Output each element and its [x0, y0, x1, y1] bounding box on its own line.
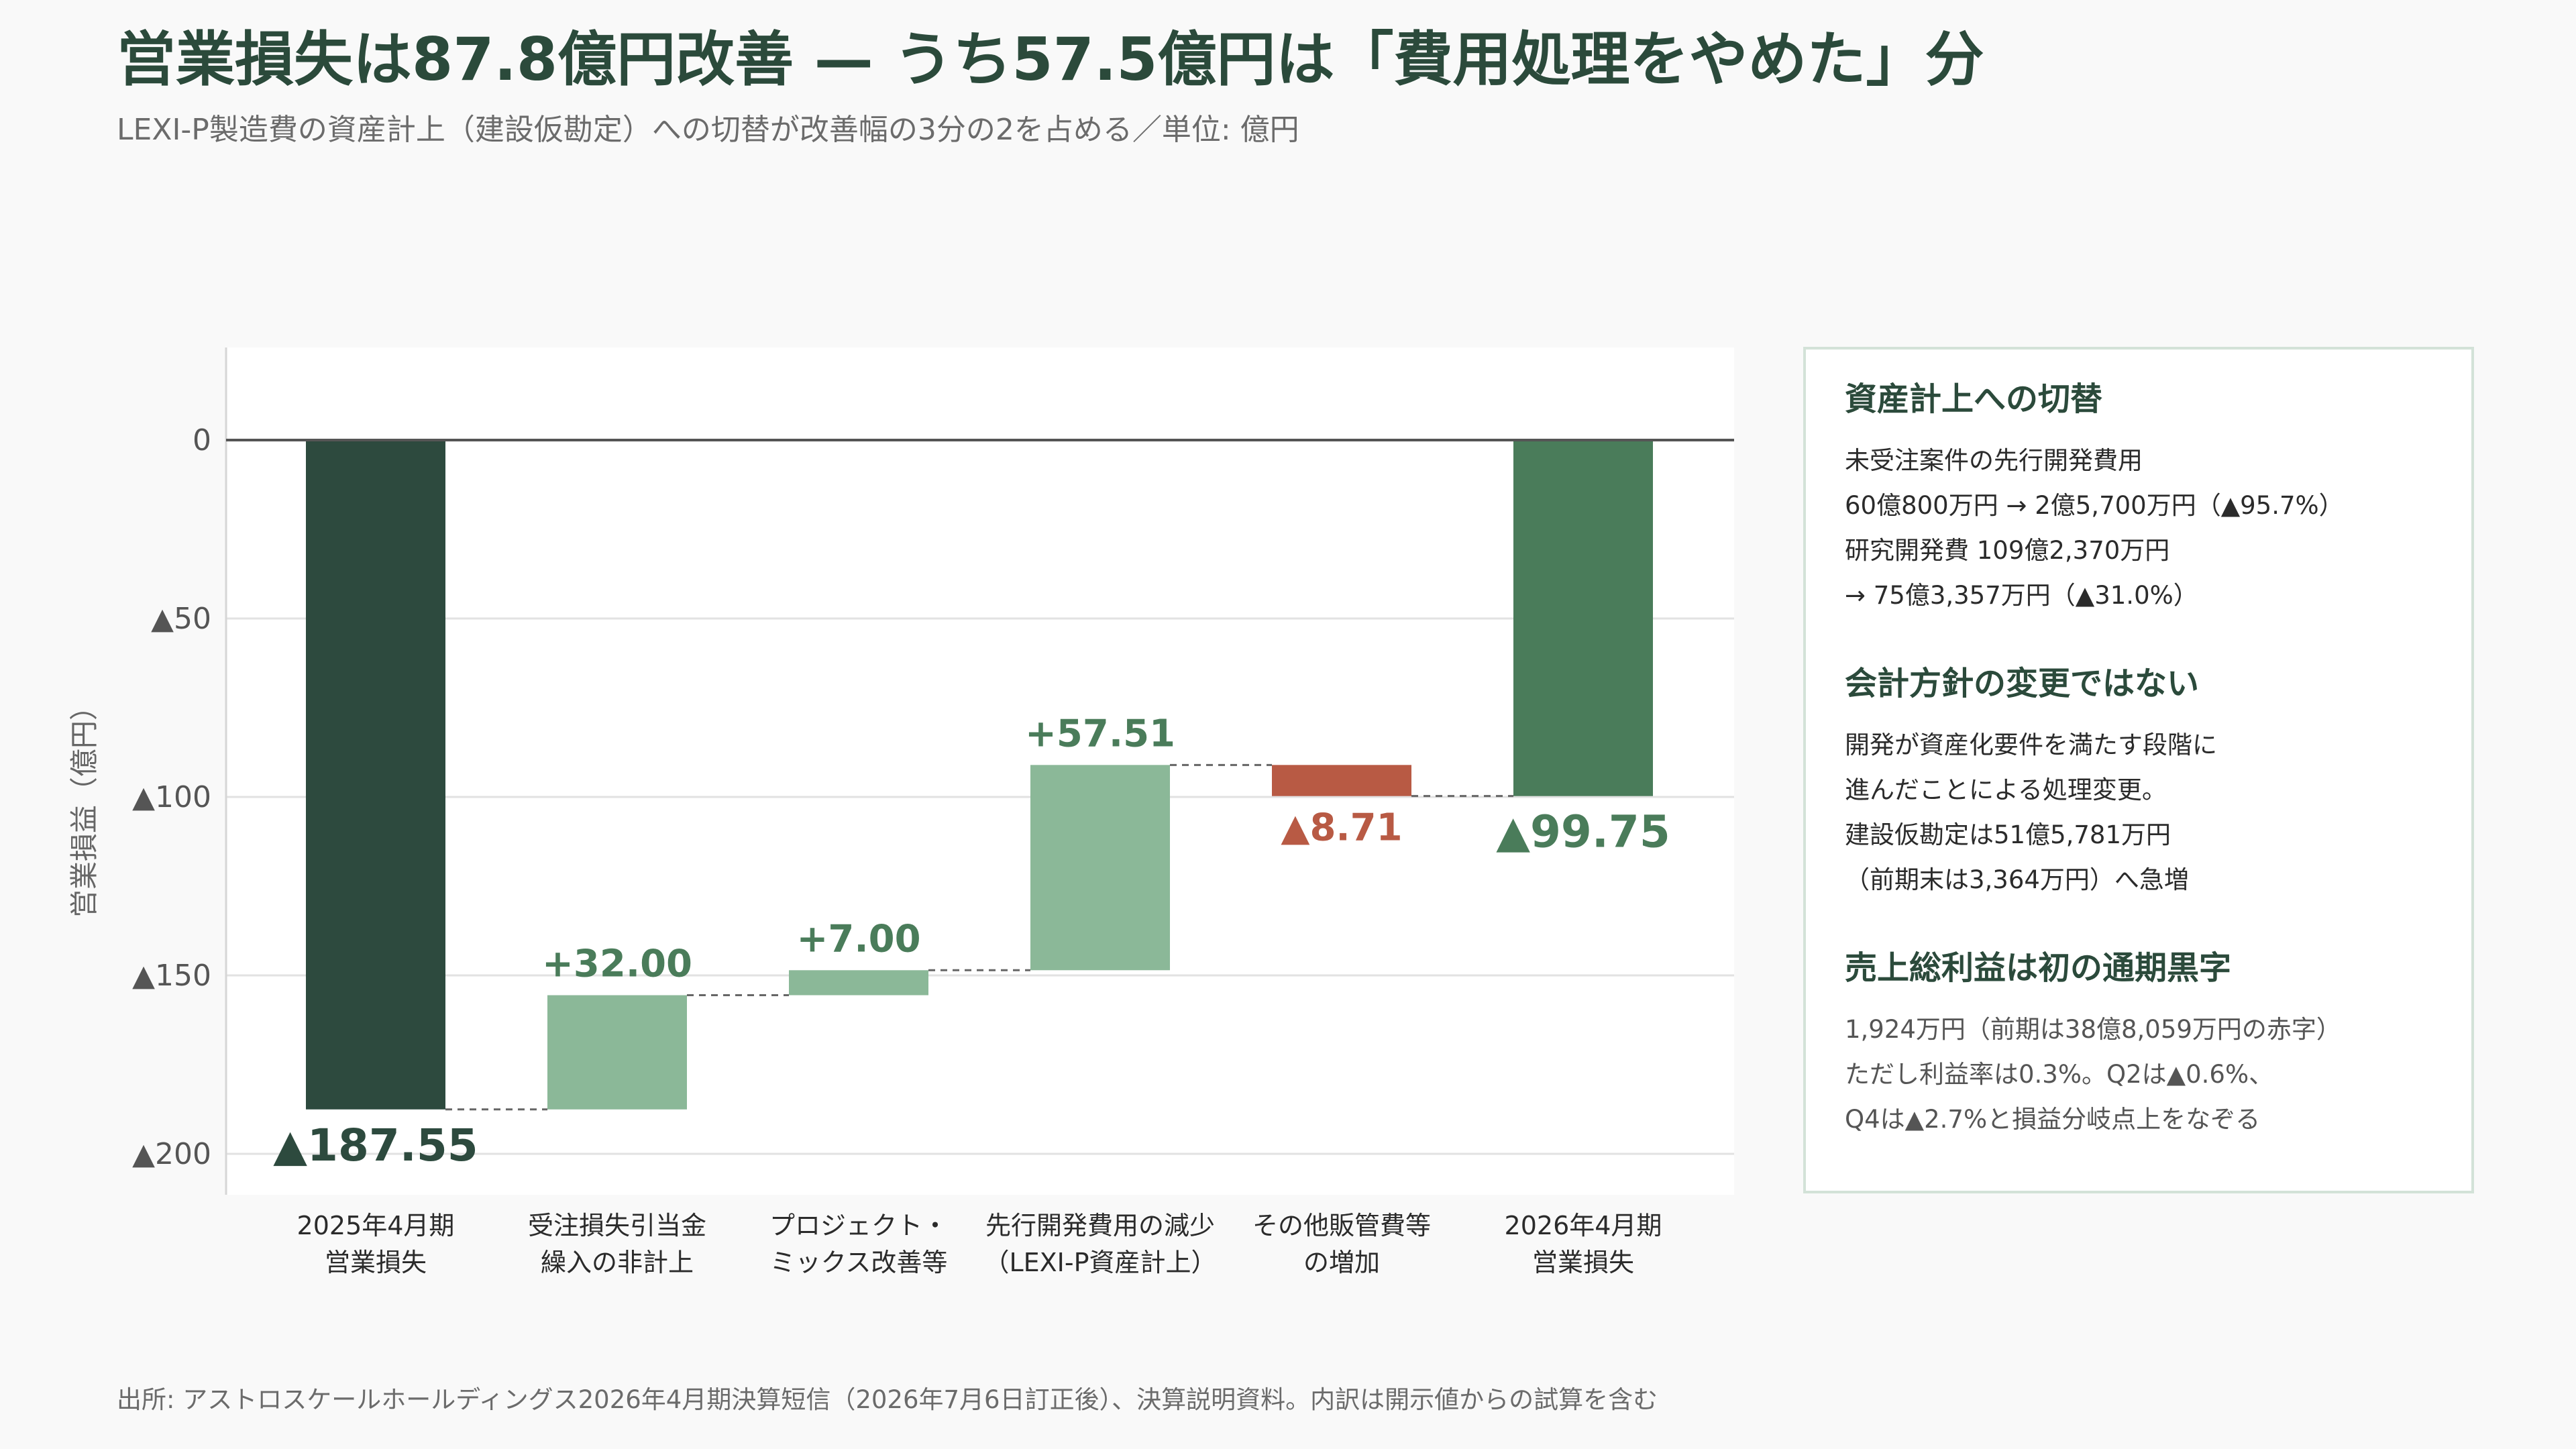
panel-section-gross-profit: 売上総利益は初の通期黒字 1,924万円（前期は38億8,059万円の赤字） た…	[1845, 948, 2432, 1142]
x-category-label: プロジェクト・ ミックス改善等	[718, 1208, 1000, 1281]
x-category-label: その他販管費等 の増加	[1201, 1208, 1483, 1281]
data-label: ▲187.55	[273, 1120, 478, 1171]
panel-line: → 75億3,357万円（▲31.0%）	[1845, 581, 2198, 610]
x-category-line: その他販管費等	[1252, 1211, 1431, 1240]
data-label: ▲99.75	[1496, 806, 1670, 858]
panel-line: 1,924万円（前期は38億8,059万円の赤字）	[1845, 1015, 2341, 1044]
bar	[306, 440, 445, 1110]
panel-section-asset: 資産計上への切替 未受注案件の先行開発費用 60億800万円 → 2億5,700…	[1845, 379, 2432, 618]
plot-area	[226, 347, 1734, 1195]
panel-line: 未受注案件の先行開発費用	[1845, 446, 2143, 475]
panel-line: ただし利益率は0.3%。Q2は▲0.6%、	[1845, 1060, 2274, 1089]
panel-heading: 会計方針の変更ではない	[1845, 665, 2200, 702]
y-tick-label: ▲50	[151, 602, 211, 636]
x-category-line: プロジェクト・	[769, 1211, 948, 1240]
x-category-label: 2026年4月期 営業損失	[1442, 1208, 1724, 1281]
bar	[1030, 765, 1170, 971]
panel-line: 開発が資産化要件を満たす段階に	[1845, 731, 2217, 759]
bar	[547, 995, 687, 1110]
x-category-label: 先行開発費用の減少 （LEXI-P資産計上）	[959, 1208, 1241, 1281]
x-category-line: 2025年4月期	[297, 1211, 455, 1240]
panel-line: 建設仮勘定は51億5,781万円	[1845, 820, 2171, 849]
x-category-label: 2025年4月期 営業損失	[235, 1208, 517, 1281]
panel-section-policy: 会計方針の変更ではない 開発が資産化要件を満たす段階に 進んだことによる処理変更…	[1845, 663, 2432, 902]
y-tick-label: 0	[193, 423, 211, 458]
panel-heading: 売上総利益は初の通期黒字	[1845, 949, 2232, 987]
data-label: +57.51	[1025, 712, 1175, 755]
panel-line: （前期末は3,364万円）へ急増	[1845, 865, 2189, 894]
x-category-line: の増加	[1303, 1248, 1380, 1278]
panel-line: 進んだことによる処理変更。	[1845, 775, 2167, 804]
side-panel: 資産計上への切替 未受注案件の先行開発費用 60億800万円 → 2億5,700…	[1803, 347, 2474, 1193]
page-title: 営業損失は87.8億円改善 — うち57.5億円は「費用処理をやめた」分	[117, 25, 1984, 94]
bar	[1513, 440, 1653, 796]
data-label: +7.00	[796, 917, 920, 961]
x-category-line: 先行開発費用の減少	[985, 1211, 1215, 1240]
bar	[1272, 765, 1411, 796]
y-tick-label: ▲200	[132, 1137, 211, 1171]
data-label: +32.00	[542, 943, 692, 986]
panel-line: 研究開発費 109億2,370万円	[1845, 536, 2170, 565]
data-label: ▲8.71	[1281, 806, 1402, 850]
x-category-line: （LEXI-P資産計上）	[983, 1248, 1217, 1278]
x-category-line: 営業損失	[1532, 1248, 1634, 1278]
panel-heading: 資産計上への切替	[1845, 380, 2103, 418]
x-category-line: 受注損失引当金	[527, 1211, 706, 1240]
x-category-line: 繰入の非計上	[540, 1248, 694, 1278]
x-category-line: ミックス改善等	[769, 1248, 948, 1278]
page-subtitle: LEXI-P製造費の資産計上（建設仮勘定）への切替が改善幅の3分の2を占める／単…	[117, 113, 1299, 147]
x-category-line: 営業損失	[324, 1248, 427, 1278]
panel-line: Q4は▲2.7%と損益分岐点上をなぞる	[1845, 1105, 2261, 1134]
source-footer: 出所: アストロスケールホールディングス2026年4月期決算短信（2026年7月…	[117, 1385, 1658, 1414]
bar	[789, 970, 928, 996]
panel-line: 60億800万円 → 2億5,700万円（▲95.7%）	[1845, 491, 2344, 520]
y-axis-title: 営業損益（億円）	[68, 692, 101, 918]
y-tick-label: ▲100	[132, 780, 211, 814]
x-category-line: 2026年4月期	[1504, 1211, 1662, 1240]
y-tick-label: ▲150	[132, 959, 211, 993]
x-category-label: 受注損失引当金 繰入の非計上	[476, 1208, 758, 1281]
